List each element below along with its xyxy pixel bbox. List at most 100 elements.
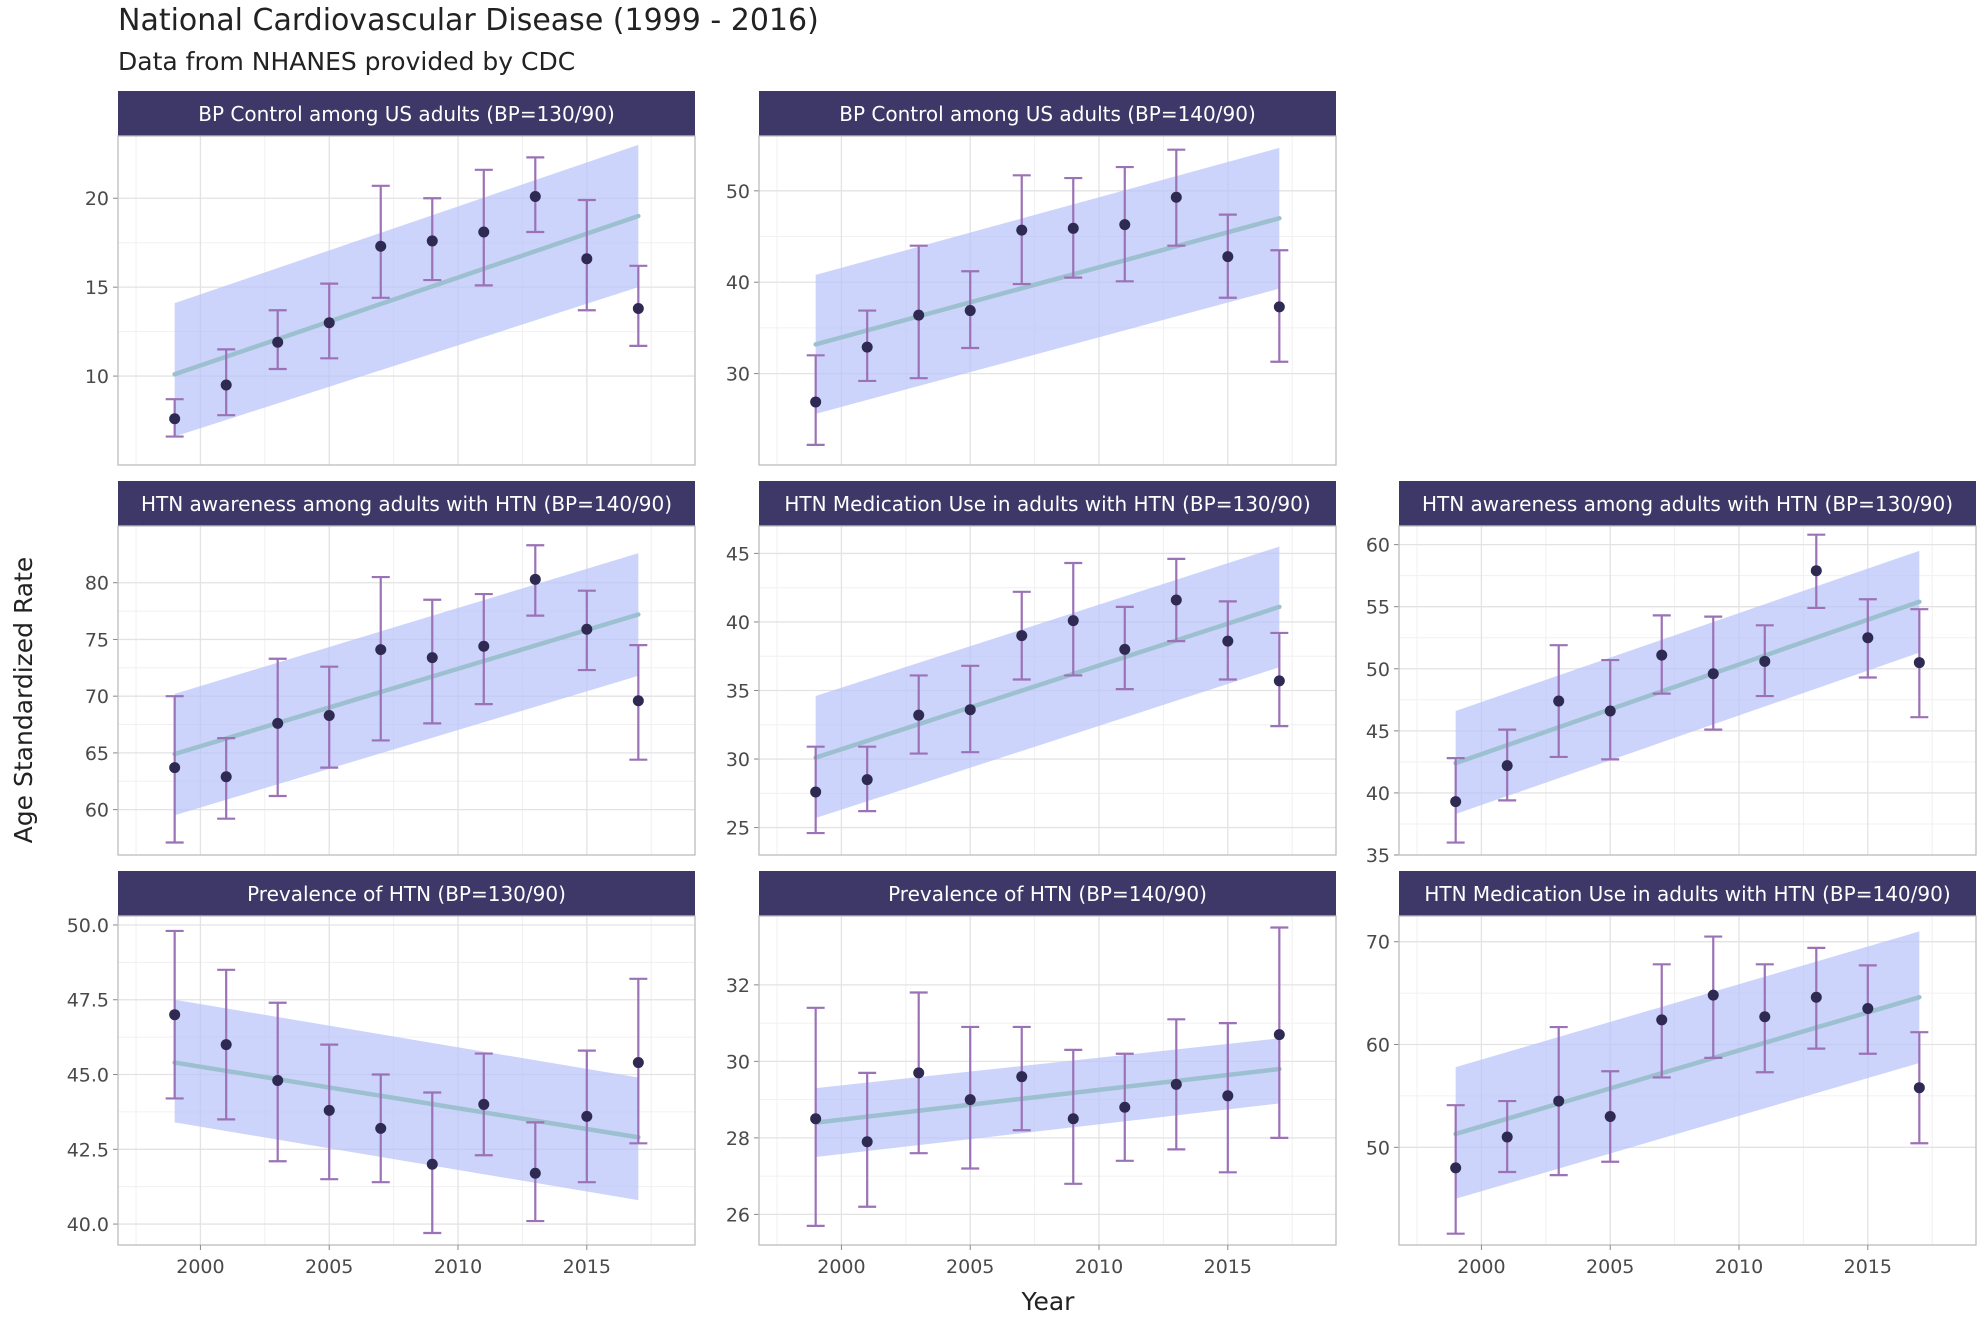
- data-point: [964, 704, 976, 716]
- y-tick-label: 70: [1366, 932, 1390, 954]
- data-point: [810, 786, 822, 798]
- data-point: [861, 774, 873, 786]
- data-point: [1501, 1131, 1513, 1143]
- data-point: [1810, 565, 1822, 577]
- data-point: [272, 336, 284, 348]
- data-point: [323, 709, 335, 721]
- data-point: [1759, 655, 1771, 667]
- data-point: [272, 1075, 284, 1086]
- data-point: [581, 253, 593, 265]
- data-point: [581, 1110, 593, 1122]
- data-point: [529, 573, 541, 585]
- data-point: [1119, 643, 1131, 655]
- chart-subtitle: Data from NHANES provided by CDC: [118, 47, 575, 76]
- panel-strip: [118, 871, 695, 916]
- data-point: [1707, 989, 1719, 1001]
- y-tick-label: 40: [1366, 783, 1390, 805]
- data-point: [1862, 632, 1874, 644]
- data-point: [1016, 1071, 1028, 1083]
- y-tick-label: 40.0: [67, 1214, 109, 1236]
- x-axis-title: Year: [1021, 1287, 1076, 1316]
- panel-border: [758, 915, 1337, 1246]
- data-point: [632, 695, 644, 707]
- panel-title: BP Control among US adults (BP=130/90): [198, 102, 615, 126]
- data-point: [632, 303, 644, 315]
- data-point: [1067, 1113, 1079, 1125]
- data-point: [1119, 1101, 1131, 1113]
- panel-strip: [1399, 481, 1976, 526]
- data-point: [478, 640, 490, 652]
- y-tick-label: 70: [85, 686, 109, 708]
- error-bar: [371, 575, 390, 742]
- y-tick-label: 10: [85, 366, 109, 388]
- data-point: [913, 1067, 925, 1079]
- facet-panels: BP Control among US adults (BP=130/90) 10…: [67, 91, 1977, 1278]
- data-point: [529, 190, 541, 202]
- data-point: [169, 413, 181, 425]
- data-point: [861, 1136, 873, 1148]
- data-point: [1016, 630, 1028, 642]
- y-tick-label: 20: [85, 188, 109, 210]
- panel-8: Prevalence of HTN (BP=140/90) 26 28 30 32 200…: [726, 871, 1337, 1278]
- data-point: [964, 1094, 976, 1106]
- data-point: [1656, 649, 1668, 661]
- x-tick-label: 2000: [817, 1256, 865, 1278]
- panel-title: Prevalence of HTN (BP=130/90): [247, 882, 566, 906]
- data-point: [1862, 1003, 1874, 1015]
- trend-line: [813, 1066, 1282, 1125]
- x-tick-label: 2015: [563, 1256, 611, 1278]
- panel-3: HTN awareness among adults with HTN (BP=…: [1366, 481, 1977, 867]
- y-tick-label: 45: [726, 543, 750, 565]
- trend-line: [172, 213, 641, 377]
- data-point: [375, 644, 387, 656]
- data-point: [1273, 1029, 1285, 1041]
- y-tick-label: 60: [85, 800, 109, 822]
- x-tick-label: 2010: [1075, 1256, 1123, 1278]
- data-point: [323, 317, 335, 329]
- data-point: [1016, 224, 1028, 236]
- panel-border: [117, 915, 696, 1246]
- data-point: [810, 396, 822, 408]
- data-point: [1913, 657, 1925, 669]
- x-tick-label: 2015: [1204, 1256, 1252, 1278]
- y-tick-label: 28: [726, 1128, 750, 1150]
- panel-strip: [759, 871, 1336, 916]
- panel-title: HTN Medication Use in adults with HTN (B…: [784, 492, 1310, 516]
- y-tick-label: 35: [726, 681, 750, 703]
- y-tick-label: 40: [726, 612, 750, 634]
- data-point: [220, 771, 232, 783]
- x-tick-label: 2005: [1586, 1256, 1634, 1278]
- panel-border: [1398, 915, 1977, 1246]
- data-point: [1759, 1011, 1771, 1023]
- data-point: [169, 762, 181, 774]
- data-point: [1656, 1014, 1668, 1026]
- y-tick-label: 15: [85, 277, 109, 299]
- y-tick-label: 40: [726, 272, 750, 294]
- data-point: [1222, 635, 1234, 647]
- y-tick-label: 75: [85, 629, 109, 651]
- y-tick-label: 26: [726, 1204, 750, 1226]
- data-point: [1450, 796, 1462, 808]
- data-point: [1067, 615, 1079, 627]
- data-point: [220, 379, 232, 391]
- data-point: [1170, 191, 1182, 203]
- panel-strip: [118, 481, 695, 526]
- y-tick-label: 50.0: [67, 915, 109, 937]
- trend-line: [172, 1060, 641, 1140]
- y-tick-label: 55: [1366, 597, 1390, 619]
- y-tick-label: 42.5: [67, 1139, 109, 1161]
- data-point: [426, 1158, 438, 1170]
- y-tick-label: 25: [726, 818, 750, 840]
- y-axis-title: Age Standardized Rate: [9, 557, 38, 844]
- data-point: [1273, 301, 1285, 313]
- y-tick-label: 50: [726, 181, 750, 203]
- data-point: [272, 717, 284, 729]
- y-tick-label: 60: [1366, 535, 1390, 557]
- data-point: [529, 1167, 541, 1179]
- data-point: [632, 1057, 644, 1069]
- data-point: [1273, 675, 1285, 687]
- panel-title: HTN awareness among adults with HTN (BP=…: [141, 492, 672, 516]
- data-point: [169, 1009, 181, 1021]
- y-tick-label: 30: [726, 364, 750, 386]
